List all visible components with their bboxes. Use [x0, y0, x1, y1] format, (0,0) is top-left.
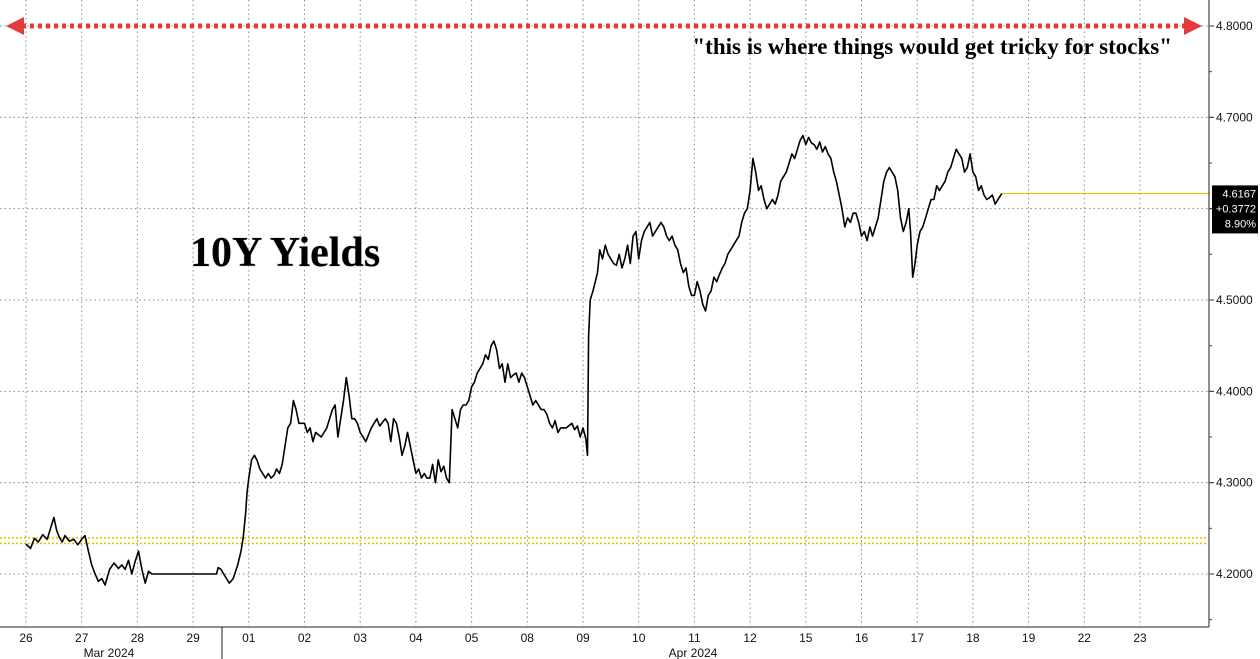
- x-tick-label: 26: [19, 631, 33, 645]
- y-axis-ticks: 4.80004.70004.60004.50004.40004.30004.20…: [1209, 19, 1253, 621]
- x-tick-label: 10: [632, 631, 646, 645]
- x-tick-label: 19: [1022, 631, 1036, 645]
- last-change-pct: 8.90%: [1225, 218, 1256, 230]
- x-tick-label: 12: [743, 631, 757, 645]
- x-tick-label: 18: [966, 631, 980, 645]
- x-tick-label: 28: [131, 631, 145, 645]
- x-tick-label: 16: [855, 631, 869, 645]
- annotation-arrowhead-left: [6, 17, 24, 35]
- x-tick-label: 17: [911, 631, 925, 645]
- annotation-arrowhead-right: [1184, 17, 1202, 35]
- y-tick-label: 4.7000: [1216, 110, 1253, 124]
- y-tick-label: 4.2000: [1216, 567, 1253, 581]
- y-tick-label: 4.3000: [1216, 476, 1253, 490]
- month-label: Apr 2024: [669, 646, 718, 659]
- axes: [0, 0, 1210, 659]
- x-tick-label: 22: [1078, 631, 1092, 645]
- last-change: +0.3772: [1216, 203, 1256, 215]
- y-tick-label: 4.4000: [1216, 384, 1253, 398]
- annotation-quote: "this is where things would get tricky f…: [692, 34, 1172, 59]
- x-axis-ticks: 26 27 28 29 01 02 03 04 05 08 09 10 11 12 15 16 17 18 19 22…: [19, 631, 1147, 645]
- chart-grid: [0, 0, 1208, 626]
- y-tick-label: 4.5000: [1216, 293, 1253, 307]
- x-tick-label: 09: [576, 631, 590, 645]
- series-line: [25, 134, 1003, 586]
- y-tick-label: 4.8000: [1216, 19, 1253, 33]
- last-value-tag-bg: [1212, 185, 1258, 234]
- x-tick-label: 03: [354, 631, 368, 645]
- last-value: 4.6167: [1222, 188, 1256, 200]
- x-tick-label: 29: [186, 631, 200, 645]
- x-tick-label: 05: [465, 631, 479, 645]
- reference-lines: [0, 537, 1208, 545]
- x-tick-label: 08: [521, 631, 535, 645]
- last-value-tag: 4.6167 +0.3772 8.90%: [1212, 185, 1258, 234]
- x-tick-label: 15: [799, 631, 813, 645]
- x-tick-label: 23: [1133, 631, 1147, 645]
- x-tick-label: 02: [298, 631, 312, 645]
- month-label: Mar 2024: [84, 646, 135, 659]
- month-labels: Mar 2024 Apr 2024: [84, 646, 718, 659]
- x-tick-label: 04: [409, 631, 423, 645]
- chart-title: 10Y Yields: [190, 230, 380, 276]
- x-tick-label: 01: [242, 631, 256, 645]
- x-tick-label: 27: [75, 631, 89, 645]
- x-tick-label: 11: [688, 631, 701, 645]
